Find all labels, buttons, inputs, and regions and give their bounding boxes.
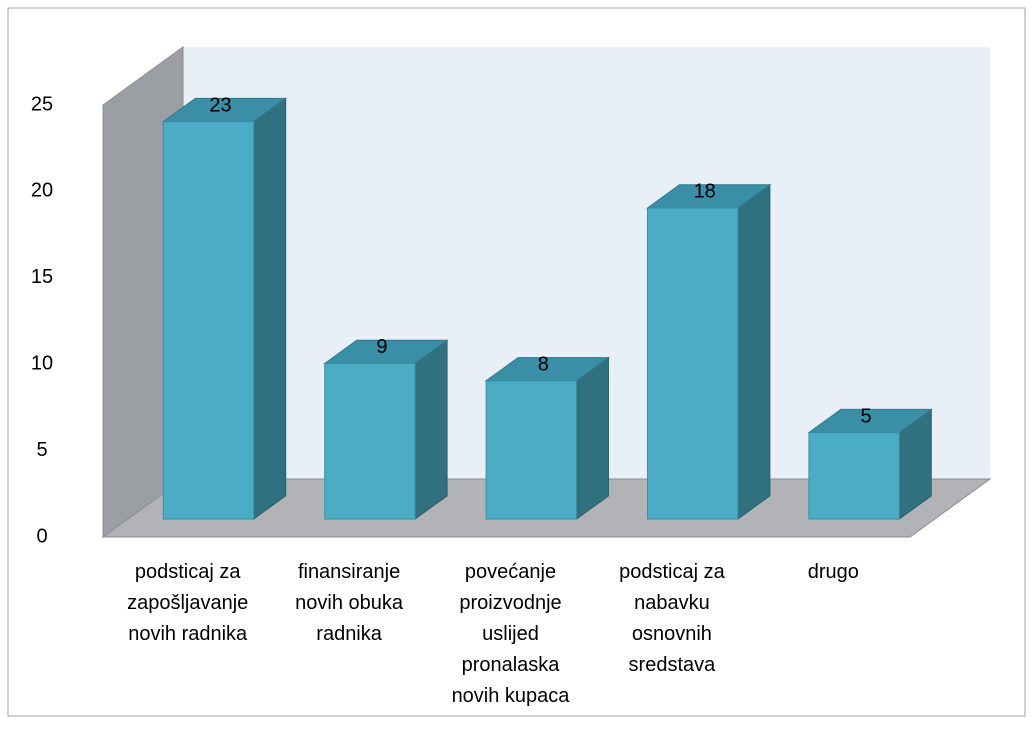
y-tick-label: 5: [36, 439, 47, 461]
x-tick-label: povećanje proizvodnje uslijed pronalaska…: [451, 561, 570, 707]
bar-side: [414, 339, 448, 521]
bar: [485, 380, 577, 520]
y-tick-label: 0: [36, 525, 47, 547]
value-label: 18: [694, 181, 716, 203]
bar-side: [575, 356, 609, 521]
y-tick-label: 15: [31, 266, 53, 288]
y-tick-label: 25: [31, 93, 53, 115]
x-tick-label: podsticaj za zapošljavanje novih radnika: [127, 561, 249, 645]
chart-border: [7, 7, 1026, 717]
value-label: 5: [861, 405, 872, 427]
bar-side: [737, 183, 771, 521]
bar: [162, 121, 255, 520]
bar: [324, 363, 416, 520]
x-tick-label: podsticaj za nabavku osnovnih sredstava: [619, 561, 725, 676]
x-tick-label: finansiranje novih obuka radnika: [295, 561, 404, 645]
y-tick-label: 10: [31, 352, 53, 374]
bar: [808, 432, 900, 520]
x-tick-label: drugo: [807, 561, 859, 583]
bar-side: [253, 97, 287, 521]
value-label: 9: [376, 336, 387, 358]
bar: [647, 207, 739, 520]
value-label: 8: [538, 353, 549, 375]
value-label: 23: [209, 94, 231, 116]
y-tick-label: 20: [31, 180, 53, 202]
